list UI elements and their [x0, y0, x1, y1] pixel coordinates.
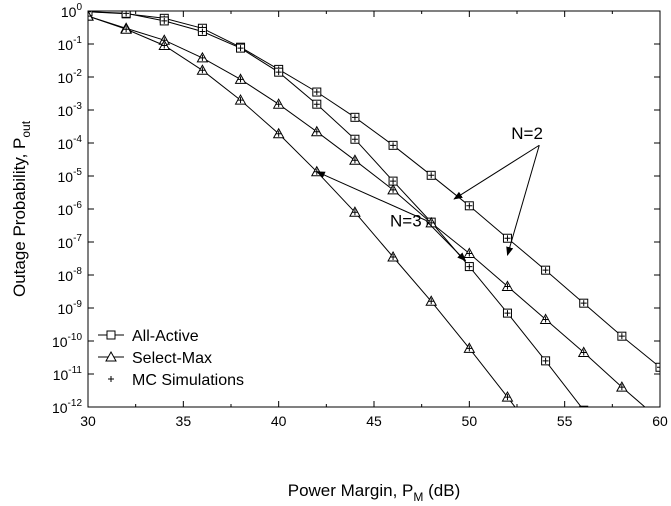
series-line-select-max-n2 [88, 15, 646, 407]
mc-point-select-max-n3 [504, 394, 511, 401]
mc-point-all-active-n3 [275, 69, 282, 76]
mc-point-select-max-n2 [275, 101, 282, 108]
legend-marker-select-max [105, 350, 117, 362]
mc-point-all-active-n3 [88, 11, 91, 15]
y-axis-title: Outage Probability, Pout [10, 120, 33, 297]
mc-point-select-max-n2 [580, 349, 587, 356]
mc-point-select-max-n2 [618, 384, 625, 391]
annotation-n2-arrow [506, 145, 540, 256]
y-tick-label: 10-9 [58, 299, 83, 317]
y-tick-label: 10-10 [52, 332, 82, 350]
mc-point-select-max-n2 [428, 219, 435, 226]
mc-point-select-max-n3 [390, 254, 397, 261]
series-line-all-active-n3 [88, 11, 582, 407]
y-tick-label: 10-1 [58, 35, 83, 53]
mc-point-select-max-n3 [237, 97, 244, 104]
mc-point-select-max-n3 [275, 130, 282, 137]
mc-point-all-active-n2 [466, 202, 473, 209]
mc-point-all-active-n3 [313, 101, 320, 108]
x-tick-label: 60 [652, 413, 668, 429]
legend-marker-mc-simulations [108, 376, 114, 382]
mc-point-all-active-n3 [199, 28, 206, 35]
y-tick-label: 10-8 [58, 266, 83, 284]
mc-point-all-active-n2 [657, 364, 660, 371]
x-tick-label: 35 [176, 413, 192, 429]
mc-point-select-max-n2 [313, 128, 320, 135]
mc-point-all-active-n2 [580, 300, 587, 307]
mc-point-select-max-n3 [466, 345, 473, 352]
data-point-select-max-n3 [541, 442, 551, 451]
y-tick-label: 10-7 [58, 233, 83, 251]
legend: All-Active Select-Max MC Simulations [98, 328, 244, 389]
mc-point-all-active-n2 [351, 114, 358, 121]
mc-point-select-max-n3 [351, 209, 358, 216]
mc-point-select-max-n2 [504, 283, 511, 290]
mc-point-select-max-n2 [237, 76, 244, 83]
mc-point-select-max-n3 [123, 26, 130, 33]
mc-point-all-active-n3 [390, 178, 397, 185]
y-tick-label: 10-2 [58, 68, 83, 86]
annotation-n2-label: N=2 [511, 124, 543, 143]
mc-point-select-max-n3 [543, 444, 549, 450]
mc-point-select-max-n3 [161, 42, 168, 49]
y-tick-label: 10-5 [58, 167, 83, 185]
mc-point-all-active-n3 [466, 263, 473, 270]
mc-point-all-active-n3 [351, 136, 358, 143]
mc-point-all-active-n2 [504, 235, 511, 242]
y-tick-label: 10-11 [53, 365, 83, 383]
mc-point-select-max-n2 [199, 54, 206, 61]
mc-point-all-active-n3 [581, 407, 587, 413]
mc-point-all-active-n2 [542, 267, 549, 274]
plot-frame [87, 10, 661, 408]
mc-point-select-max-n3 [88, 13, 91, 20]
mc-point-all-active-n3 [542, 357, 549, 364]
mc-point-all-active-n3 [161, 17, 168, 24]
mc-point-select-max-n2 [351, 157, 358, 164]
x-tick-label: 45 [366, 413, 382, 429]
y-tick-label: 100 [61, 2, 83, 20]
annotation-n3-arrow [315, 171, 426, 221]
mc-point-all-active-n2 [390, 142, 397, 149]
x-tick-label: 55 [557, 413, 573, 429]
mc-point-all-active-n3 [504, 310, 511, 317]
mc-point-all-active-n2 [313, 89, 320, 96]
legend-label-all-active: All-Active [132, 328, 199, 345]
mc-point-all-active-n3 [237, 45, 244, 52]
x-tick-label: 30 [80, 413, 96, 429]
y-tick-label: 10-3 [58, 101, 83, 119]
annotation-n3-arrow [425, 219, 467, 262]
y-tick-label: 10-12 [52, 398, 82, 416]
tick-layer: 30 35 40 45 50 55 60 100 10-1 10-2 10-3 10-4 10-5 10-… [52, 2, 668, 429]
mc-point-select-max-n2 [466, 250, 473, 257]
mc-point-all-active-n2 [428, 172, 435, 179]
annotation-layer: N=2 N=3 [315, 124, 543, 262]
legend-label-mc-simulations: MC Simulations [132, 372, 244, 389]
mc-point-select-max-n3 [199, 67, 206, 74]
mc-point-select-max-n2 [542, 316, 549, 323]
series-line-all-active-n2 [88, 11, 660, 368]
y-tick-label: 10-6 [58, 200, 83, 218]
annotation-n3-label: N=3 [390, 211, 422, 230]
x-axis-title: Power Margin, PM (dB) [288, 481, 461, 504]
legend-marker-all-active [106, 330, 116, 340]
mc-point-select-max-n3 [428, 298, 435, 305]
x-tick-label: 40 [271, 413, 287, 429]
x-tick-label: 50 [462, 413, 478, 429]
mc-point-all-active-n2 [618, 333, 625, 340]
annotation-n2-arrow [453, 144, 540, 200]
mc-point-select-max-n2 [390, 186, 397, 193]
legend-label-select-max: Select-Max [132, 350, 212, 367]
data-point-all-active-n3 [88, 11, 93, 17]
y-tick-label: 10-4 [58, 134, 83, 152]
